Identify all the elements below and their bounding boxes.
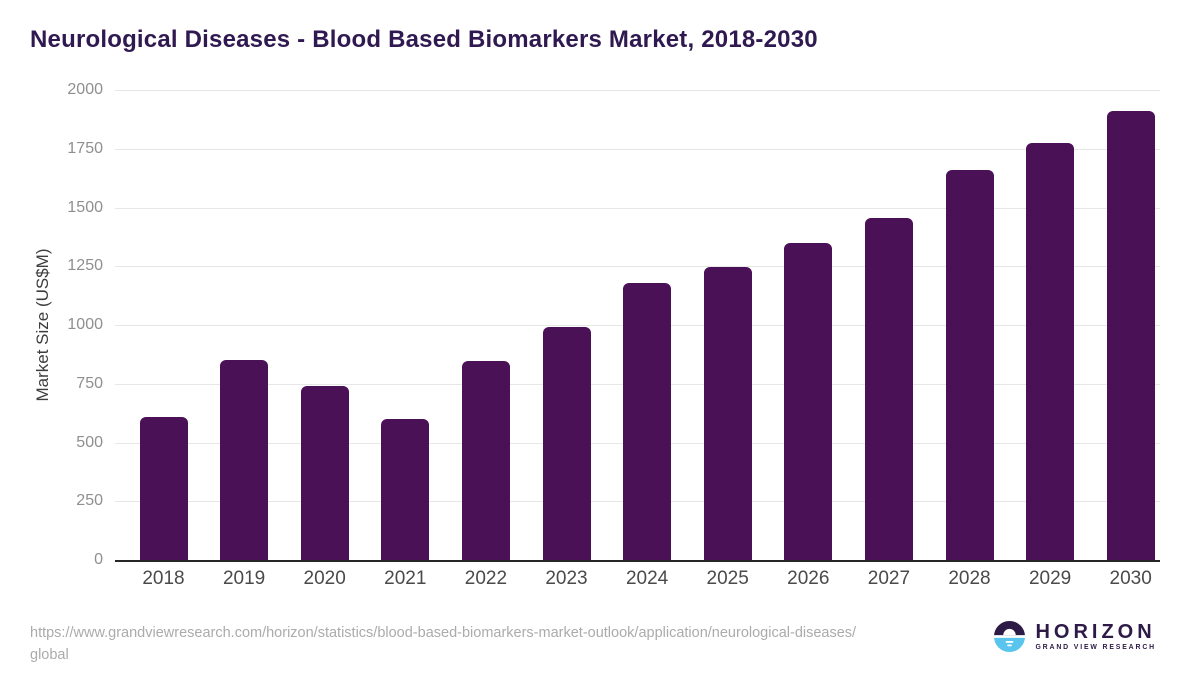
y-tick-label: 2000 — [67, 81, 103, 98]
source-url-line1: https://www.grandviewresearch.com/horizo… — [30, 625, 857, 641]
bar-2024 — [623, 282, 672, 560]
logo-name: HORIZON — [1035, 621, 1156, 643]
x-tick-label: 2020 — [303, 568, 346, 589]
gridline — [115, 207, 1160, 209]
bar-2026 — [784, 242, 833, 560]
bar-2025 — [703, 267, 752, 560]
source-url-line2: global — [30, 647, 69, 663]
x-tick-label: 2029 — [1028, 568, 1072, 589]
y-tick-label: 1500 — [67, 198, 103, 216]
bar-2018 — [139, 416, 188, 560]
bar-2021 — [381, 419, 430, 560]
bar-2023 — [542, 327, 591, 560]
bar-2019 — [220, 360, 269, 560]
y-tick-label: 1000 — [67, 316, 103, 333]
source-url: https://www.grandviewresearch.com/horizo… — [30, 622, 856, 666]
x-tick-label: 2023 — [545, 568, 588, 589]
x-tick-label: 2026 — [787, 568, 830, 589]
x-tick-label: 2027 — [867, 568, 911, 589]
bar-2022 — [461, 361, 510, 560]
x-tick-label: 2019 — [222, 568, 266, 589]
y-tick-label: 1750 — [67, 139, 103, 157]
x-tick-label: 2021 — [384, 568, 427, 589]
plot-area — [115, 90, 1160, 562]
horizon-logo: HORIZON GRAND VIEW RESEARCH — [993, 620, 1156, 653]
gridline — [115, 90, 1160, 91]
bar-2029 — [1026, 142, 1075, 560]
x-tick-label: 2024 — [625, 568, 669, 589]
x-tick-label: 2025 — [706, 568, 749, 589]
x-tick-label: 2022 — [464, 568, 508, 589]
logo-subtitle: GRAND VIEW RESEARCH — [1035, 644, 1156, 651]
x-tick-label: 2018 — [142, 568, 185, 589]
bar-2020 — [300, 386, 349, 560]
y-tick-label: 750 — [76, 374, 103, 392]
bar-2028 — [945, 169, 994, 560]
y-tick-label: 1250 — [67, 257, 103, 275]
gridline — [115, 148, 1160, 150]
bar-2030 — [1106, 111, 1155, 560]
x-tick-label: 2030 — [1109, 568, 1152, 589]
logo-text: HORIZON GRAND VIEW RESEARCH — [1035, 622, 1156, 651]
y-tick-label: 250 — [76, 492, 103, 510]
x-tick-label: 2028 — [948, 568, 991, 589]
horizon-sun-icon — [994, 620, 1026, 653]
y-tick-label: 500 — [76, 433, 103, 451]
gridline — [115, 266, 1160, 268]
bar-2027 — [864, 218, 913, 560]
y-tick-label: 0 — [94, 551, 103, 568]
chart-title: Neurological Diseases - Blood Based Biom… — [30, 26, 818, 53]
